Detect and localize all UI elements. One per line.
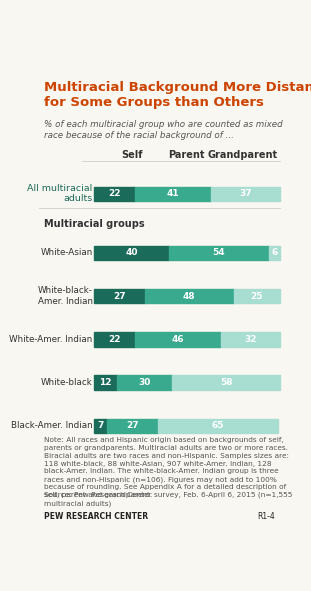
Bar	[135, 332, 220, 347]
Bar	[135, 187, 211, 201]
Text: White-Asian: White-Asian	[40, 248, 93, 258]
Text: 37: 37	[239, 189, 252, 199]
Text: 22: 22	[109, 189, 121, 199]
Text: 12: 12	[100, 378, 112, 387]
Text: 46: 46	[172, 335, 184, 344]
Text: Self: Self	[121, 150, 142, 160]
Bar	[95, 187, 135, 201]
Bar	[95, 418, 108, 433]
Text: Source: Pew Research Center survey, Feb. 6-April 6, 2015 (n=1,555
multiracial ad: Source: Pew Research Center survey, Feb.…	[44, 492, 292, 506]
Bar	[211, 187, 280, 201]
Text: % of each multiracial group who are counted as mixed
race because of the racial : % of each multiracial group who are coun…	[44, 120, 282, 140]
Bar	[95, 332, 135, 347]
Text: 54: 54	[212, 248, 225, 258]
Text: White-Amer. Indian: White-Amer. Indian	[9, 335, 93, 344]
Bar	[95, 289, 145, 303]
Bar	[234, 289, 280, 303]
Text: 27: 27	[113, 292, 126, 301]
Text: R1-4: R1-4	[257, 512, 275, 521]
Text: Multiracial Background More Distant
for Some Groups than Others: Multiracial Background More Distant for …	[44, 81, 311, 109]
Text: 48: 48	[183, 292, 195, 301]
Text: PEW RESEARCH CENTER: PEW RESEARCH CENTER	[44, 512, 148, 521]
Bar	[117, 375, 172, 390]
Text: 41: 41	[167, 189, 180, 199]
Text: Multiracial groups: Multiracial groups	[44, 219, 144, 229]
Text: 58: 58	[220, 378, 232, 387]
Text: 65: 65	[211, 421, 224, 430]
Text: 22: 22	[109, 335, 121, 344]
Text: White-black: White-black	[41, 378, 93, 387]
Text: 32: 32	[244, 335, 257, 344]
Text: All multiracial
adults: All multiracial adults	[27, 184, 93, 203]
Text: Grandparent: Grandparent	[207, 150, 278, 160]
Bar	[145, 289, 234, 303]
Bar	[269, 246, 280, 260]
Text: 7: 7	[98, 421, 104, 430]
Text: White-black-
Amer. Indian: White-black- Amer. Indian	[38, 287, 93, 306]
Bar	[95, 246, 169, 260]
Bar	[158, 418, 278, 433]
Text: Parent: Parent	[168, 150, 204, 160]
Bar	[95, 375, 117, 390]
Text: Black-Amer. Indian: Black-Amer. Indian	[11, 421, 93, 430]
Bar	[108, 418, 158, 433]
Bar	[169, 246, 269, 260]
Text: 25: 25	[250, 292, 263, 301]
Bar	[220, 332, 280, 347]
Text: Note: All races and Hispanic origin based on backgrounds of self,
parents or gra: Note: All races and Hispanic origin base…	[44, 437, 289, 498]
Text: 30: 30	[138, 378, 151, 387]
Text: 6: 6	[271, 248, 277, 258]
Text: 40: 40	[125, 248, 138, 258]
Bar	[172, 375, 280, 390]
Text: 27: 27	[126, 421, 139, 430]
